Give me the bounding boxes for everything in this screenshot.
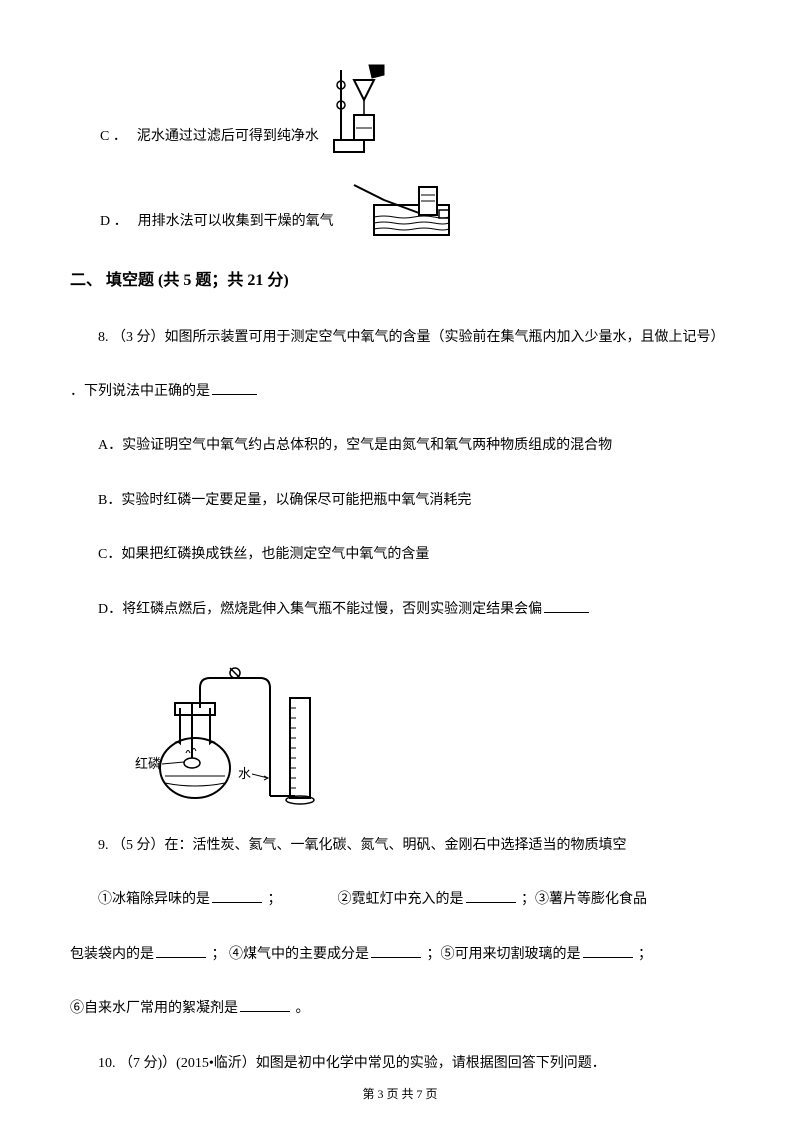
page-footer: 第 3 页 共 7 页 bbox=[0, 1085, 800, 1102]
q8-cont: ．下列说法中正确的是 bbox=[70, 374, 730, 410]
q10-text: 10. （7 分)）(2015•临沂）如图是初中化学中常见的实验，请根据图回答下… bbox=[70, 1046, 730, 1082]
q9-p7: ； bbox=[638, 947, 652, 962]
document-content: C ． 泥水通过过滤后可得到纯净水 D ． 用排水法可以收集到干燥的氧气 bbox=[70, 60, 730, 1082]
q9-p9: 。 bbox=[296, 1001, 310, 1016]
q8-blank bbox=[212, 381, 257, 395]
q8-cont-text: ．下列说法中正确的是 bbox=[70, 384, 210, 399]
q9-b5 bbox=[583, 944, 633, 958]
q8-opt-d: D．将红磷点燃后，燃烧匙伸入集气瓶不能过慢，否则实验测定结果会偏 bbox=[70, 592, 730, 628]
phosphorus-apparatus-diagram: 红磷 水 bbox=[130, 648, 370, 808]
section-2-title: 二、 填空题 (共 5 题；共 21 分) bbox=[70, 260, 730, 302]
q8-opt-b: B．实验时红磷一定要足量，以确保尽可能把瓶中氧气消耗完 bbox=[70, 483, 730, 519]
option-d-label: D ． bbox=[100, 204, 128, 240]
q9-p6: ；⑤可用来切割玻璃的是 bbox=[427, 947, 581, 962]
q9-b1 bbox=[212, 889, 262, 903]
q9-p3: ；③薯片等膨化食品 bbox=[521, 892, 647, 907]
water-label: 水 bbox=[238, 766, 251, 781]
q8d-blank bbox=[544, 599, 589, 613]
q8-opt-d-text: D．将红磷点燃后，燃烧匙伸入集气瓶不能过慢，否则实验测定结果会偏 bbox=[98, 602, 542, 617]
q9-b4 bbox=[371, 944, 421, 958]
q9-p2: ②霓虹灯中充入的是 bbox=[338, 892, 464, 907]
q9-p8: ⑥自来水厂常用的絮凝剂是 bbox=[70, 1001, 238, 1016]
option-c-label: C ． bbox=[100, 119, 127, 155]
q9-p1: ①冰箱除异味的是 bbox=[98, 892, 210, 907]
q9-parts-line2: 包装袋内的是 ； ④煤气中的主要成分是 ；⑤可用来切割玻璃的是 ； bbox=[70, 937, 730, 973]
q8-opt-c: C．如果把红磷换成铁丝，也能测定空气中氧气的含量 bbox=[70, 537, 730, 573]
filtration-diagram bbox=[329, 60, 399, 155]
q8-opt-a: A．实验证明空气中氧气约占总体积的，空气是由氮气和氧气两种物质组成的混合物 bbox=[70, 428, 730, 464]
q9-b3 bbox=[156, 944, 206, 958]
q8-intro: 8. （3 分）如图所示装置可用于测定空气中氧气的含量（实验前在集气瓶内加入少量… bbox=[70, 320, 730, 356]
option-c-line: C ． 泥水通过过滤后可得到纯净水 bbox=[70, 60, 730, 155]
q9-intro: 9. （5 分）在：活性炭、氦气、一氧化碳、氮气、明矾、金刚石中选择适当的物质填… bbox=[70, 828, 730, 864]
water-displacement-diagram bbox=[344, 175, 454, 240]
q9-parts-line1: ①冰箱除异味的是 ； ②霓虹灯中充入的是 ；③薯片等膨化食品 bbox=[70, 882, 730, 918]
q9-parts-line3: ⑥自来水厂常用的絮凝剂是 。 bbox=[70, 991, 730, 1027]
q9-b6 bbox=[240, 998, 290, 1012]
q9-sep1: ； bbox=[264, 892, 282, 907]
q9-b2 bbox=[466, 889, 516, 903]
q9-p4: 包装袋内的是 bbox=[70, 947, 154, 962]
option-d-line: D ． 用排水法可以收集到干燥的氧气 bbox=[70, 175, 730, 240]
option-c-text: 泥水通过过滤后可得到纯净水 bbox=[137, 119, 319, 155]
option-d-text: 用排水法可以收集到干燥的氧气 bbox=[138, 204, 334, 240]
phosphorus-label: 红磷 bbox=[135, 756, 161, 771]
q9-p5: ； ④煤气中的主要成分是 bbox=[212, 947, 370, 962]
